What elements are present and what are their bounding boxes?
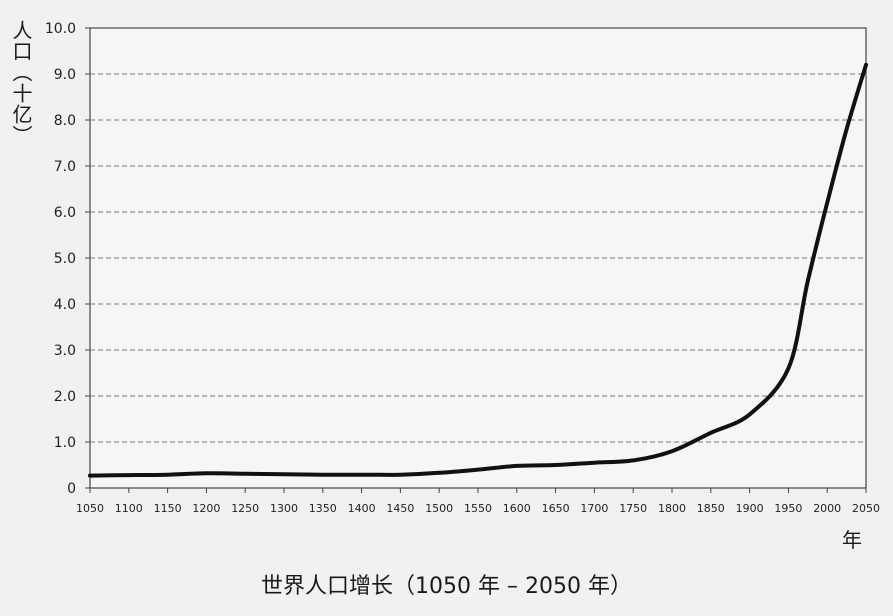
x-tick-label: 1250 — [231, 502, 259, 515]
x-tick-label: 1450 — [386, 502, 414, 515]
x-tick-label: 2000 — [813, 502, 841, 515]
x-tick-label: 1350 — [309, 502, 337, 515]
y-tick-label: 4.0 — [54, 297, 76, 313]
y-tick-label: 7.0 — [54, 159, 76, 175]
x-tick-label: 1850 — [697, 502, 725, 515]
y-tick-label: 8.0 — [54, 113, 76, 129]
x-tick-labels: 1050 1100 1150 1200 1250 1300 1350 1400 1450 1500… — [76, 488, 880, 515]
y-tick-labels: 0 1.0 2.0 3.0 4.0 5.0 6.0 7.0 8.0 9.0 10.0 — [45, 21, 90, 497]
y-tick-label: 1.0 — [54, 435, 76, 451]
y-tick-label: 2.0 — [54, 389, 76, 405]
x-tick-label: 1600 — [503, 502, 531, 515]
x-tick-label: 1750 — [619, 502, 647, 515]
y-tick-label: 6.0 — [54, 205, 76, 221]
y-tick-label: 0 — [67, 481, 76, 497]
x-tick-label: 1550 — [464, 502, 492, 515]
x-tick-label: 1900 — [736, 502, 764, 515]
x-tick-label: 1050 — [76, 502, 104, 515]
grid-lines — [90, 73, 866, 443]
x-tick-label: 1650 — [542, 502, 570, 515]
x-tick-label: 1200 — [192, 502, 220, 515]
x-tick-label: 1950 — [774, 502, 802, 515]
chart-title: 世界人口增长（1050 年 – 2050 年） — [261, 574, 632, 599]
x-tick-label: 1700 — [580, 502, 608, 515]
population-line — [88, 62, 868, 478]
series-group — [88, 62, 868, 478]
y-axis-label: 人口（十亿） — [9, 20, 33, 146]
x-tick-label: 1300 — [270, 502, 298, 515]
x-tick-label: 2050 — [852, 502, 880, 515]
y-tick-label: 9.0 — [54, 67, 76, 83]
y-tick-label: 10.0 — [45, 21, 76, 37]
x-tick-label: 1150 — [154, 502, 182, 515]
x-tick-label: 1500 — [425, 502, 453, 515]
x-tick-label: 1400 — [348, 502, 376, 515]
x-axis-label: 年 — [842, 528, 862, 552]
y-tick-label: 3.0 — [54, 343, 76, 359]
x-tick-label: 1800 — [658, 502, 686, 515]
y-tick-label: 5.0 — [54, 251, 76, 267]
x-tick-label: 1100 — [115, 502, 143, 515]
